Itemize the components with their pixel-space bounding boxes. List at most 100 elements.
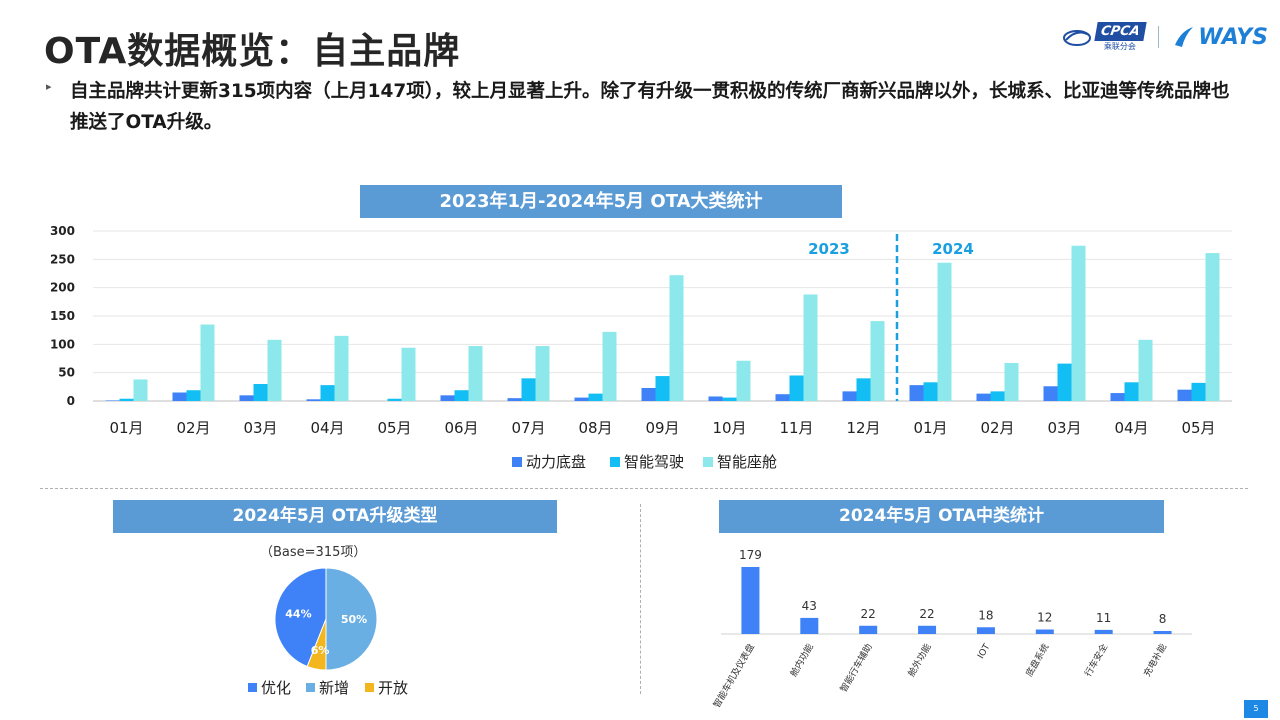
mid-category-label: 充电补能 bbox=[1141, 642, 1169, 679]
bar-power bbox=[105, 400, 120, 401]
pie-slice-label: 6% bbox=[311, 644, 330, 657]
bar-cabin bbox=[1138, 339, 1153, 401]
legend-label: 智能座舱 bbox=[717, 453, 777, 471]
x-tick-label: 02月 bbox=[176, 419, 210, 437]
bar-cabin bbox=[200, 324, 215, 401]
year-label-2024: 2024 bbox=[932, 240, 974, 258]
y-tick-label: 100 bbox=[50, 337, 75, 351]
bar-drive bbox=[387, 398, 402, 401]
y-tick-label: 250 bbox=[50, 252, 75, 266]
page-title: OTA数据概览：自主品牌 bbox=[44, 31, 461, 72]
mid-bar bbox=[976, 627, 995, 634]
cpca-logo: CPCA 乘联分会 bbox=[1062, 22, 1146, 52]
bar-drive bbox=[186, 390, 201, 401]
cpca-emblem-icon bbox=[1062, 30, 1091, 46]
pie-slice bbox=[325, 567, 378, 671]
pie-base-note: （Base=315项） bbox=[260, 545, 367, 560]
pie-legend-swatch bbox=[248, 683, 257, 692]
logo-area: CPCA 乘联分会 WAYS bbox=[1062, 22, 1268, 52]
mid-category-label: 智能车机及仪表盘 bbox=[711, 642, 757, 710]
bar-drive bbox=[856, 378, 871, 401]
mid-category-label: 舱外功能 bbox=[905, 642, 933, 679]
pie-slice-label: 50% bbox=[341, 613, 367, 626]
ways-logo-text: WAYS bbox=[1198, 24, 1268, 50]
legend-label: 智能驾驶 bbox=[624, 453, 684, 471]
x-tick-label: 03月 bbox=[1047, 419, 1081, 437]
mid-bar-value: 18 bbox=[978, 608, 993, 622]
mid-chart-title: 2024年5月 OTA中类统计 bbox=[719, 500, 1164, 533]
x-tick-label: 05月 bbox=[1181, 419, 1215, 437]
page-number: 5 bbox=[1244, 700, 1268, 718]
legend-label: 动力底盘 bbox=[526, 453, 586, 471]
mid-category-label: 底盘系统 bbox=[1023, 642, 1051, 679]
mid-category-label: 行车安全 bbox=[1082, 642, 1110, 679]
mid-category-label: IOT bbox=[976, 642, 993, 661]
legend-swatch bbox=[512, 457, 522, 467]
section-divider bbox=[40, 488, 1248, 489]
pie-legend-label: 开放 bbox=[378, 679, 408, 697]
bar-drive bbox=[923, 382, 938, 401]
bar-drive bbox=[655, 376, 670, 401]
bar-cabin bbox=[803, 294, 818, 401]
x-tick-label: 02月 bbox=[980, 419, 1014, 437]
x-tick-label: 09月 bbox=[645, 419, 679, 437]
mid-bar-value: 179 bbox=[739, 548, 762, 562]
bar-drive bbox=[521, 378, 536, 401]
mid-bar-value: 12 bbox=[1037, 611, 1052, 625]
bar-cabin bbox=[334, 335, 349, 401]
bar-power bbox=[1110, 393, 1125, 401]
bar-drive bbox=[454, 390, 469, 401]
bar-drive bbox=[588, 393, 603, 401]
legend-swatch bbox=[703, 457, 713, 467]
x-tick-label: 08月 bbox=[578, 419, 612, 437]
bar-drive bbox=[1124, 382, 1139, 401]
bar-power bbox=[306, 399, 321, 401]
bar-power bbox=[909, 385, 924, 401]
bullet-icon: ▸ bbox=[46, 80, 52, 93]
pie-legend-swatch bbox=[306, 683, 315, 692]
bar-power bbox=[239, 395, 254, 401]
mid-bar bbox=[741, 567, 760, 634]
pie-legend-label: 新增 bbox=[319, 679, 349, 697]
bar-cabin bbox=[1071, 245, 1086, 401]
bar-power bbox=[1177, 389, 1192, 401]
ways-logo: WAYS bbox=[1173, 25, 1268, 50]
mid-bar-value: 22 bbox=[861, 607, 876, 621]
bar-power bbox=[775, 394, 790, 401]
bar-power bbox=[440, 395, 455, 401]
y-tick-label: 0 bbox=[67, 394, 75, 408]
bar-cabin bbox=[870, 321, 885, 401]
pie-legend-swatch bbox=[365, 683, 374, 692]
bar-cabin bbox=[133, 379, 148, 401]
bar-drive bbox=[253, 384, 268, 401]
upgrade-type-pie-chart: 44% 50% 6% 优化 新增 开放 bbox=[248, 567, 408, 697]
cpca-logo-subtext: 乘联分会 bbox=[1103, 42, 1136, 51]
mid-bar bbox=[918, 625, 937, 634]
bar-cabin bbox=[736, 360, 751, 401]
bar-cabin bbox=[669, 275, 684, 401]
y-tick-label: 50 bbox=[58, 366, 75, 380]
mid-bar bbox=[1153, 631, 1172, 634]
mid-bar bbox=[1035, 629, 1054, 634]
monthly-ota-bar-chart: 0 50 100 150 200 250 300 01月 02月 03月 04月 05月 06月 07月 0… bbox=[50, 224, 1232, 471]
bar-power bbox=[507, 398, 522, 401]
bar-drive bbox=[119, 398, 134, 401]
x-tick-label: 07月 bbox=[511, 419, 545, 437]
mid-bar-value: 22 bbox=[919, 607, 934, 621]
bar-drive bbox=[722, 397, 737, 401]
mid-category-label: 智能行车辅助 bbox=[837, 642, 874, 695]
x-tick-label: 11月 bbox=[779, 419, 813, 437]
bar-drive bbox=[1191, 382, 1206, 401]
pie-slice-label: 44% bbox=[285, 608, 311, 621]
x-tick-label: 06月 bbox=[444, 419, 478, 437]
bar-power bbox=[708, 396, 723, 401]
bar-power bbox=[976, 393, 991, 401]
main-chart-title: 2023年1月-2024年5月 OTA大类统计 bbox=[360, 185, 842, 218]
pie-chart-title: 2024年5月 OTA升级类型 bbox=[113, 500, 557, 533]
bar-power bbox=[1043, 386, 1058, 401]
x-tick-label: 01月 bbox=[913, 419, 947, 437]
mid-bar-value: 11 bbox=[1096, 611, 1111, 625]
pie-legend-label: 优化 bbox=[261, 679, 291, 697]
mid-category-label: 舱内功能 bbox=[788, 642, 816, 679]
x-tick-label: 05月 bbox=[377, 419, 411, 437]
